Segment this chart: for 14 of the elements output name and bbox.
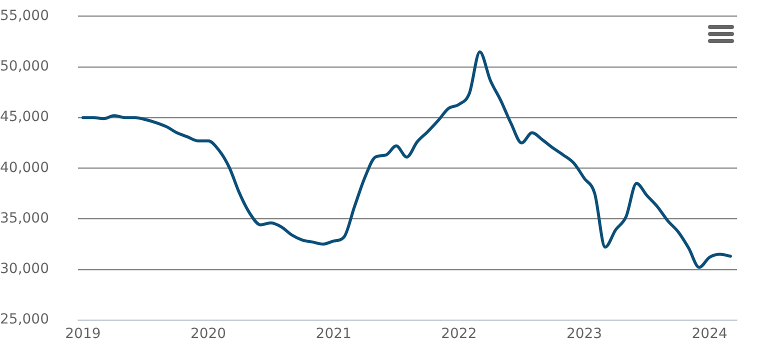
y-tick-label: 50,000 xyxy=(0,58,49,75)
line-series xyxy=(81,50,732,269)
x-tick-label: 2019 xyxy=(65,326,101,342)
x-tick-label: 2022 xyxy=(441,326,477,342)
y-tick-label: 30,000 xyxy=(0,261,49,278)
x-tick-label: 2024 xyxy=(692,326,728,342)
y-tick-label: 25,000 xyxy=(0,312,49,328)
x-tick-label: 2020 xyxy=(190,326,226,342)
y-tick-label: 45,000 xyxy=(0,109,49,126)
y-tick-label: 40,000 xyxy=(0,160,49,176)
x-tick-label: 2021 xyxy=(316,326,352,342)
y-tick-label: 55,000 xyxy=(0,8,49,24)
y-tick-label: 35,000 xyxy=(0,210,49,226)
x-tick-label: 2023 xyxy=(566,326,602,342)
